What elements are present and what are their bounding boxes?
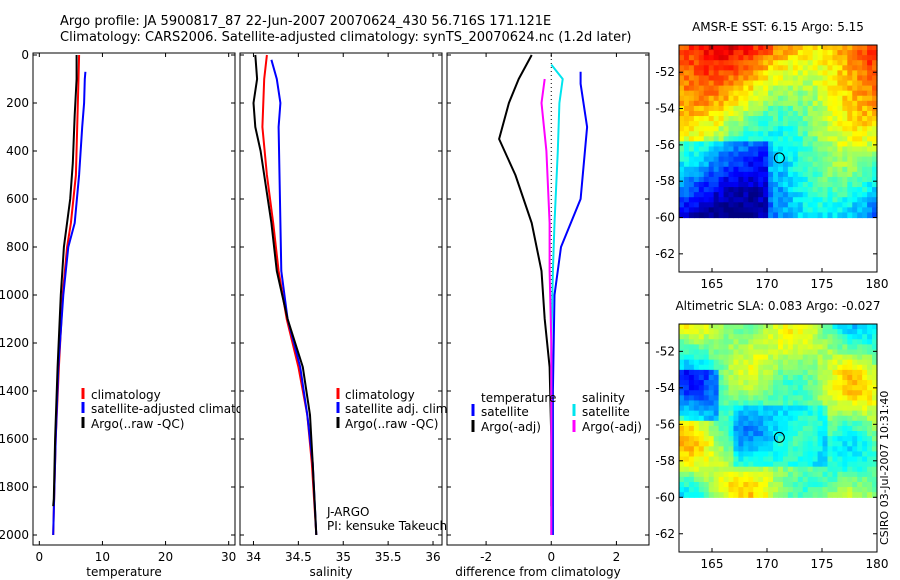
x-tick-label: 180: [866, 277, 889, 291]
y-tick-label: 200: [6, 96, 29, 110]
legend-label: Argo(..raw -QC): [91, 417, 184, 431]
series-line-4: [540, 78, 553, 535]
figure-title-line1: Argo profile: JA 5900817_87 22-Jun-2007 …: [60, 14, 552, 29]
y-tick-label: -52: [655, 344, 675, 358]
legend-label: Argo(-adj): [582, 420, 642, 434]
x-axis-label: temperature: [86, 565, 161, 579]
y-tick-label: 400: [6, 144, 29, 158]
plot-frame: [32, 52, 236, 546]
map-field: [679, 324, 878, 498]
legend-header-temperature: temperature: [481, 391, 556, 405]
x-tick-label: 34: [246, 550, 261, 564]
x-tick-label: 20: [158, 550, 173, 564]
annotation-program: J-ARGO: [326, 505, 369, 519]
legend-label: satellite adj. clim.: [345, 402, 451, 416]
y-tick-label: -54: [655, 102, 675, 116]
series-line-3: [252, 54, 318, 536]
x-tick-label: 2: [613, 550, 621, 564]
legend-label: climatology: [91, 388, 161, 402]
profile-panel-2: 34 34.5 35 35.5 36 salinity climatologysatelli…: [239, 52, 451, 579]
y-tick-label: 0: [21, 48, 29, 62]
map-title: Altimetric SLA: 0.083 Argo: -0.027: [675, 299, 880, 313]
x-tick-label: 170: [756, 277, 779, 291]
y-tick-label: 1200: [0, 336, 29, 350]
y-tick-label: -56: [655, 138, 675, 152]
map-panel-1: -52 -54 -56 -58 -60 -62 165 170 175 180 AMSR-E SST…: [655, 20, 888, 291]
x-tick-label: -2: [480, 550, 492, 564]
x-tick-label: 165: [701, 277, 724, 291]
y-tick-label: 1400: [0, 384, 29, 398]
x-tick-label: 175: [811, 557, 834, 571]
legend: temperaturesatelliteArgo(-adj)salinitysa…: [471, 391, 642, 434]
y-tick-label: -52: [655, 65, 675, 79]
legend-label: satellite-adjusted climatology: [91, 402, 269, 416]
series-line-2: [270, 59, 318, 536]
y-tick-label: -58: [655, 454, 675, 468]
x-tick-label: 35: [336, 550, 351, 564]
y-tick-label: 600: [6, 192, 29, 206]
x-tick-label: 170: [756, 557, 779, 571]
y-tick-label: -62: [655, 247, 675, 261]
legend-label: Argo(-adj): [481, 420, 541, 434]
y-tick-label: -60: [655, 490, 675, 504]
x-tick-label: 165: [701, 557, 724, 571]
x-tick-label: 10: [95, 550, 110, 564]
y-tick-label: 2000: [0, 528, 29, 542]
series-line-3: [52, 55, 78, 507]
x-tick-label: 0: [547, 550, 555, 564]
series-line-2: [498, 54, 553, 507]
y-tick-label: -56: [655, 417, 675, 431]
y-tick-label: -54: [655, 381, 675, 395]
x-axis-label: salinity: [309, 565, 352, 579]
annotation-pi: PI: kensuke Takeuchi: [327, 519, 450, 533]
x-tick-label: 34.5: [285, 550, 312, 564]
profile-panel-1: 0 200 400 600 800 1000 1200 1400 1600 1800 2000 0 10…: [0, 48, 269, 579]
y-tick-label: -62: [655, 527, 675, 541]
x-tick-label: 30: [221, 550, 236, 564]
legend-header-salinity: salinity: [582, 391, 625, 405]
y-tick-label: 1800: [0, 480, 29, 494]
y-tick-label: -58: [655, 174, 675, 188]
map-border: [678, 44, 878, 273]
x-tick-label: 180: [866, 557, 889, 571]
map-field: [679, 45, 878, 219]
y-tick-label: 1600: [0, 432, 29, 446]
map-title: AMSR-E SST: 6.15 Argo: 5.15: [692, 20, 864, 34]
y-tick-label: 1000: [0, 288, 29, 302]
x-tick-label: 0: [35, 550, 43, 564]
legend-label: satellite: [582, 405, 630, 419]
x-tick-label: 35.5: [375, 550, 402, 564]
map-border: [678, 323, 878, 553]
y-tick-label: 800: [6, 240, 29, 254]
argo-position-marker: [773, 152, 785, 164]
credit-stamp: CSIRO 03-Jul-2007 10:31:40: [878, 390, 891, 545]
argo-position-marker: [773, 431, 785, 443]
x-axis-label: difference from climatology: [455, 565, 621, 579]
plot-frame: [446, 52, 650, 546]
plot-frame: [239, 52, 443, 546]
map-panel-2: -52 -54 -56 -58 -60 -62 165 170 175 180 Altimetric…: [655, 299, 888, 571]
y-tick-label: -60: [655, 211, 675, 225]
x-tick-label: 36: [425, 550, 440, 564]
legend-label: Argo(..raw -QC): [345, 417, 438, 431]
legend-label: satellite: [481, 405, 529, 419]
x-tick-label: 175: [811, 277, 834, 291]
figure-title-line2: Climatology: CARS2006. Satellite-adjuste…: [60, 30, 632, 45]
legend-label: climatology: [345, 388, 415, 402]
series-line-1: [551, 71, 589, 535]
